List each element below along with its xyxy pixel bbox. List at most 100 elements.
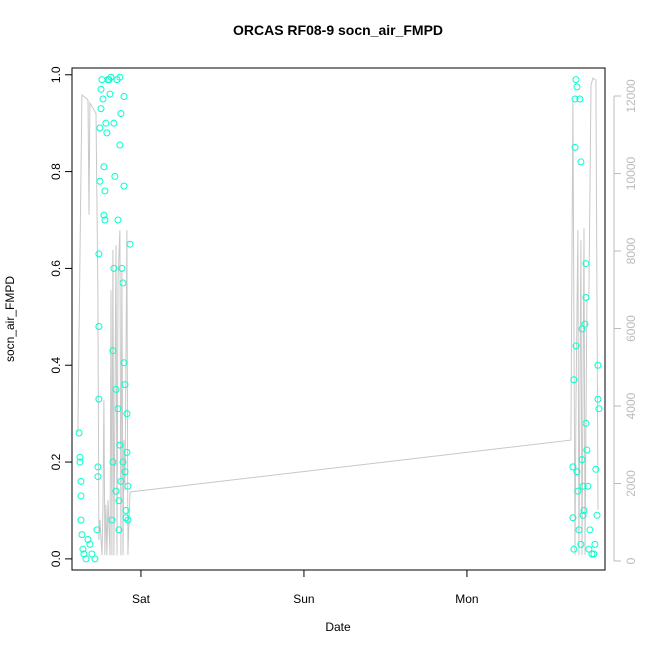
data-point xyxy=(582,293,590,301)
y2-tick-label: 6000 xyxy=(624,315,638,342)
data-point xyxy=(103,129,111,137)
data-point xyxy=(86,540,94,548)
data-point xyxy=(100,163,108,171)
y2-tick-label: 2000 xyxy=(624,470,638,497)
data-point xyxy=(93,526,101,534)
data-point xyxy=(580,506,588,514)
data-point xyxy=(112,385,120,393)
data-point xyxy=(119,458,127,466)
data-point xyxy=(575,526,583,534)
data-point xyxy=(121,381,129,389)
data-point xyxy=(118,264,126,272)
data-point xyxy=(120,93,128,101)
data-point xyxy=(97,105,105,113)
data-point xyxy=(579,511,587,519)
data-point xyxy=(96,177,104,185)
y2-tick-label: 8000 xyxy=(624,237,638,264)
y-tick-label: 0.4 xyxy=(49,357,63,374)
data-point xyxy=(573,468,581,476)
data-point xyxy=(101,187,109,195)
data-point xyxy=(569,463,577,471)
data-point xyxy=(571,95,579,103)
data-point xyxy=(106,90,114,98)
data-point xyxy=(588,550,596,558)
y2-tick-label: 4000 xyxy=(624,392,638,419)
data-point xyxy=(95,323,103,331)
data-point xyxy=(100,211,108,219)
data-point xyxy=(571,143,579,151)
data-point xyxy=(569,514,577,522)
plot-frame xyxy=(71,67,606,571)
data-point xyxy=(123,410,131,418)
data-point xyxy=(110,119,118,127)
y2-tick-label: 0 xyxy=(624,557,638,564)
data-point xyxy=(120,359,128,367)
data-point xyxy=(98,76,106,84)
data-point xyxy=(579,482,587,490)
data-point xyxy=(94,463,102,471)
data-point xyxy=(123,448,131,456)
data-point xyxy=(114,405,122,413)
data-point xyxy=(76,458,84,466)
data-point xyxy=(586,526,594,534)
y2-tick-label: 10000 xyxy=(624,157,638,191)
data-point xyxy=(107,73,115,81)
data-point xyxy=(112,487,120,495)
data-point xyxy=(124,516,132,524)
data-point xyxy=(116,141,124,149)
data-point xyxy=(576,95,584,103)
data-point xyxy=(115,497,123,505)
data-point xyxy=(593,511,601,519)
data-point xyxy=(97,85,105,93)
data-point xyxy=(124,482,132,490)
x-tick-label: Mon xyxy=(455,592,478,606)
data-point xyxy=(594,395,602,403)
y-tick-label: 0.0 xyxy=(49,550,63,567)
data-point xyxy=(581,320,589,328)
data-point xyxy=(79,545,87,553)
data-point xyxy=(582,260,590,268)
y2-tick-label: 12000 xyxy=(624,79,638,113)
altitude-line xyxy=(77,77,599,556)
data-point xyxy=(584,482,592,490)
x-tick-label: Sat xyxy=(132,592,151,606)
x-tick-label: Sun xyxy=(293,592,314,606)
data-point xyxy=(577,158,585,166)
data-point xyxy=(574,487,582,495)
data-point xyxy=(120,182,128,190)
data-point xyxy=(75,429,83,437)
data-point xyxy=(117,477,125,485)
chart-title: ORCAS RF08-9 socn_air_FMPD xyxy=(233,22,443,38)
data-point xyxy=(119,279,127,287)
data-point xyxy=(108,516,116,524)
data-point xyxy=(91,555,99,563)
data-point xyxy=(595,405,603,413)
data-point xyxy=(77,516,85,524)
data-point xyxy=(578,456,586,464)
data-point xyxy=(110,264,118,272)
data-point xyxy=(76,453,84,461)
y-tick-label: 0.8 xyxy=(49,163,63,180)
data-point xyxy=(583,446,591,454)
data-point xyxy=(121,468,129,476)
x-axis-label: Date xyxy=(325,620,351,634)
data-point xyxy=(77,477,85,485)
data-point xyxy=(577,540,585,548)
y-axis-label: socn_air_FMPD xyxy=(3,276,17,362)
data-point xyxy=(111,172,119,180)
data-point xyxy=(101,216,109,224)
data-point xyxy=(95,395,103,403)
data-point xyxy=(572,76,580,84)
data-point xyxy=(591,540,599,548)
data-point xyxy=(572,342,580,350)
data-point xyxy=(116,441,124,449)
data-point xyxy=(582,419,590,427)
data-point xyxy=(99,95,107,103)
data-point xyxy=(114,216,122,224)
data-point xyxy=(94,473,102,481)
data-point xyxy=(102,119,110,127)
data-point xyxy=(88,550,96,558)
data-point xyxy=(109,347,117,355)
data-point xyxy=(116,73,124,81)
